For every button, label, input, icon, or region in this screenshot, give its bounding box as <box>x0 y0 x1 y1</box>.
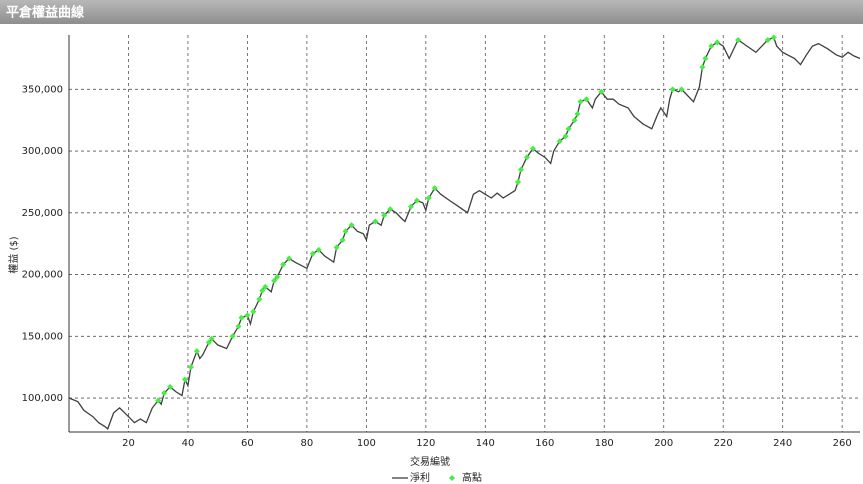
peak-marker <box>155 397 162 404</box>
peak-marker <box>333 244 340 251</box>
x-tick-label: 100 <box>357 438 376 449</box>
peak-marker <box>431 185 438 192</box>
y-tick-label: 200,000 <box>22 270 63 281</box>
y-tick-label: 250,000 <box>22 208 63 219</box>
x-tick-label: 60 <box>241 438 254 449</box>
peak-marker <box>708 43 715 50</box>
legend-swatch <box>449 475 455 481</box>
x-tick-label: 40 <box>182 438 195 449</box>
peak-marker <box>181 376 188 383</box>
peak-marker <box>574 111 581 118</box>
peak-marker <box>348 222 355 229</box>
peak-marker <box>571 117 578 124</box>
x-tick-label: 220 <box>714 438 733 449</box>
legend-label: 高點 <box>462 471 482 484</box>
peak-marker <box>556 138 563 145</box>
peak-marker <box>523 154 530 161</box>
title-bar <box>0 0 863 24</box>
x-tick-label: 240 <box>773 438 792 449</box>
peak-marker <box>735 36 742 43</box>
peak-marker <box>764 36 771 43</box>
peak-marker <box>413 197 420 204</box>
peak-marker <box>515 178 522 185</box>
peak-marker <box>339 236 346 243</box>
peak-marker <box>238 314 245 321</box>
peak-marker <box>699 64 706 71</box>
x-tick-label: 80 <box>301 438 314 449</box>
y-axis-label: 權益 ($) <box>7 236 20 273</box>
peak-marker <box>235 323 242 330</box>
y-tick-label: 150,000 <box>22 331 63 342</box>
peak-marker <box>315 246 322 253</box>
legend-label: 淨利 <box>410 472 430 484</box>
peak-marker <box>669 86 676 93</box>
peak-marker <box>205 339 212 346</box>
peak-marker <box>244 312 251 319</box>
peak-marker <box>562 133 569 140</box>
x-tick-label: 200 <box>654 438 673 449</box>
x-tick-label: 120 <box>416 438 435 449</box>
peak-marker <box>309 250 316 257</box>
peak-marker <box>193 348 200 355</box>
peak-marker <box>714 39 721 46</box>
line <box>68 36 861 430</box>
x-axis-label: 交易編號 <box>410 455 450 468</box>
chart-title: 平倉權益曲線 <box>6 5 85 21</box>
peak-marker <box>770 34 777 41</box>
peak-marker <box>381 212 388 219</box>
peak-marker <box>518 166 524 173</box>
peak-marker <box>702 55 709 62</box>
peak-marker <box>342 228 349 235</box>
x-tick-label: 140 <box>476 438 495 449</box>
peak-marker <box>271 277 278 284</box>
y-tick-label: 100,000 <box>22 393 63 404</box>
peak-marker <box>274 274 281 281</box>
peak-marker <box>598 88 605 95</box>
peak-marker <box>259 287 266 294</box>
peak-marker <box>583 96 590 103</box>
peak-marker <box>256 296 263 303</box>
y-tick-label: 350,000 <box>22 84 63 95</box>
peak-marker <box>565 125 572 132</box>
peak-marker <box>387 206 394 213</box>
peak-marker <box>529 145 536 152</box>
peak-marker <box>161 390 168 397</box>
peak-marker <box>167 383 174 390</box>
x-tick-label: 260 <box>833 438 852 449</box>
peak-marker <box>407 203 414 210</box>
peak-marker <box>229 333 236 340</box>
peak-marker <box>286 255 293 262</box>
y-tick-label: 300,000 <box>22 146 63 157</box>
peak-marker <box>280 261 287 268</box>
x-tick-label: 20 <box>122 438 135 449</box>
peak-marker <box>577 98 584 105</box>
x-tick-label: 180 <box>595 438 614 449</box>
x-tick-label: 160 <box>535 438 554 449</box>
peak-marker <box>262 283 269 290</box>
peak-marker <box>678 86 685 93</box>
peak-marker <box>187 364 194 371</box>
peak-marker <box>372 218 379 225</box>
peak-marker <box>425 194 432 201</box>
peak-marker <box>250 308 257 315</box>
peak-marker <box>208 335 215 342</box>
